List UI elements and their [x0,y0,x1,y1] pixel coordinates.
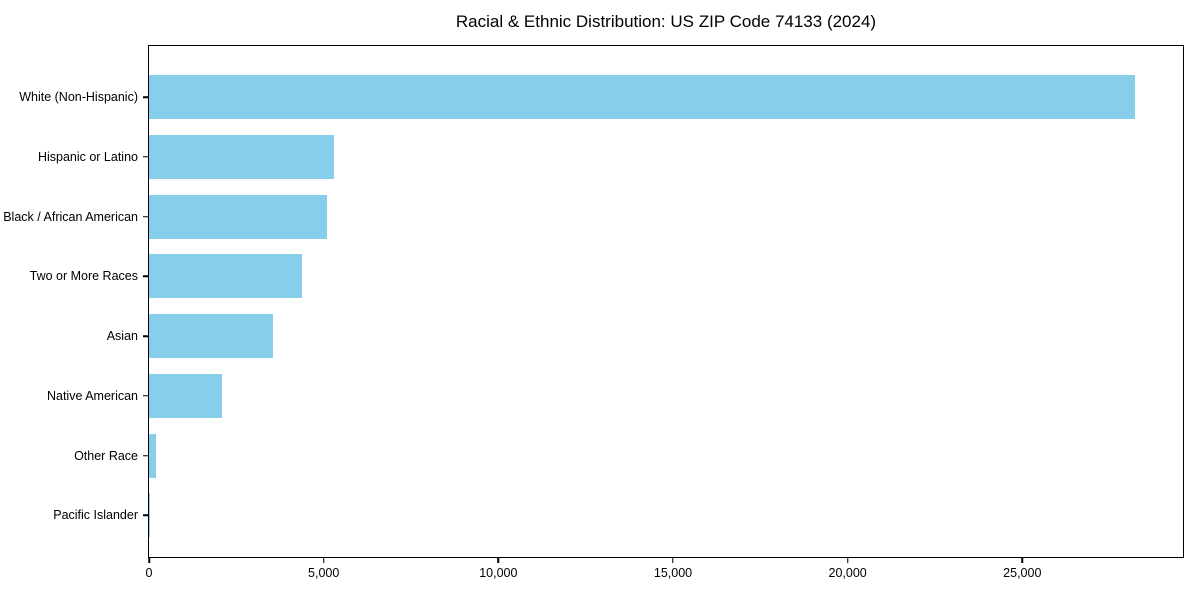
y-tick-label-other-race: Other Race [74,448,138,463]
chart-title: Racial & Ethnic Distribution: US ZIP Cod… [455,12,877,31]
bar-native-american [149,373,222,418]
y-tick-mark [143,514,149,516]
y-tick-label-asian: Asian [106,329,138,343]
y-tick-label-hispanic-or-latino: Hispanic or Latino [37,149,138,164]
bar-asian [149,314,273,358]
y-tick-label-pacific-islander: Pacific Islander [53,508,138,523]
x-tick-label: 25,000 [1003,566,1042,580]
x-tick-label: 15,000 [653,566,693,580]
x-tick-mark [846,557,849,563]
x-tick-mark [672,557,674,563]
bar-two-or-more-races [149,254,302,299]
x-tick-label: 10,000 [479,566,518,580]
plot-area: White (Non-Hispanic) Hispanic or Latino Bl… [3,45,1184,580]
bar-black-african-american [149,194,327,239]
x-tick-label: 0 [145,566,153,580]
bar-hispanic-or-latino [149,134,334,179]
bar-pacific-islander [149,493,150,538]
x-tick-mark [148,557,150,563]
x-tick-label: 5,000 [308,566,340,580]
y-tick-label-black-african-american: Black / African American [3,209,138,224]
x-tick-mark [1021,557,1024,563]
x-tick-mark [497,557,500,563]
y-tick-mark [143,156,149,158]
bar-other-race [149,433,156,478]
bar-white-non-hispanic [149,75,1136,119]
x-tick-mark [322,557,325,563]
y-tick-mark [143,215,149,218]
y-tick-mark [143,96,149,98]
x-tick-label: 20,000 [828,566,867,580]
y-tick-label-native-american: Native American [46,388,138,403]
y-tick-mark [143,454,149,457]
y-tick-mark [143,395,149,397]
y-tick-label-two-or-more-races: Two or More Races [29,269,138,284]
y-tick-label-white-non-hispanic: White (Non-Hispanic) [19,90,138,104]
y-tick-mark [143,275,149,277]
y-tick-mark [143,335,149,337]
